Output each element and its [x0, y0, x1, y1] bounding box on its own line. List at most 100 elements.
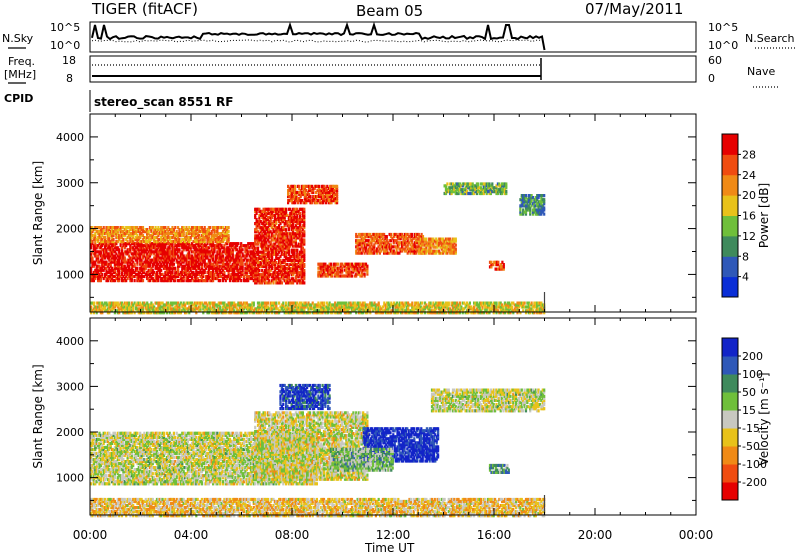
cpid-label: CPID: [4, 92, 33, 105]
data-cell: [285, 208, 287, 211]
data-cell: [455, 244, 457, 247]
cpid-value: stereo_scan 8551 RF: [94, 95, 233, 110]
data-cell: [303, 263, 305, 266]
data-cell: [455, 238, 457, 241]
data-cell: [228, 234, 230, 237]
data-cell: [337, 263, 339, 266]
data-cell: [543, 213, 545, 216]
data-cell: [543, 206, 545, 209]
data-cell: [525, 194, 527, 197]
data-cell: [122, 238, 124, 241]
data-cell: [136, 267, 138, 270]
station-title: TIGER (fitACF): [91, 0, 198, 18]
data-cell: [160, 269, 162, 272]
data-cell: [411, 233, 413, 236]
nave-tick-low: 0: [708, 72, 715, 85]
data-cell: [134, 263, 136, 266]
data-cell: [118, 248, 120, 251]
panel-background: [90, 114, 696, 312]
data-cell: [258, 269, 260, 272]
nsearch-trace: [92, 40, 544, 42]
data-cell: [128, 302, 130, 305]
nsky-tick-low: 10^0: [50, 39, 80, 52]
data-cell: [505, 182, 507, 185]
nsky-tick-high: 10^5: [50, 21, 80, 34]
data-cell: [366, 265, 368, 268]
data-cell: [303, 249, 305, 252]
data-cell: [303, 238, 305, 241]
freq-tick-low: 8: [66, 72, 73, 85]
data-cell: [299, 212, 301, 215]
data-cell: [174, 267, 176, 270]
data-cell: [257, 247, 259, 250]
data-cell: [101, 273, 103, 276]
data-cell: [242, 248, 244, 251]
data-cell: [282, 302, 284, 305]
data-cell: [178, 248, 180, 251]
data-cell: [267, 302, 269, 305]
data-cell: [237, 242, 239, 245]
data-cell: [351, 274, 353, 277]
beam-title: Beam 05: [356, 2, 423, 20]
nsky-label: N.Sky: [2, 32, 34, 45]
freq-label-line2: [MHz]: [4, 68, 36, 81]
data-cell: [503, 263, 505, 266]
data-cell: [275, 302, 277, 305]
data-cell: [491, 182, 493, 185]
data-cell: [477, 182, 479, 185]
data-cell: [142, 226, 144, 229]
data-cell: [303, 281, 305, 284]
nsearch-label: N.Search: [745, 32, 795, 45]
nave-label: Nave: [747, 65, 775, 78]
data-cell: [219, 305, 221, 308]
data-cell: [303, 208, 305, 211]
data-cell: [298, 185, 300, 188]
data-cell: [223, 271, 225, 274]
data-cell: [285, 228, 287, 231]
freq-label-line1: Freq.: [8, 55, 35, 68]
data-cell: [336, 185, 338, 188]
data-cell: [240, 279, 242, 282]
data-cell: [390, 233, 392, 236]
data-cell: [204, 226, 206, 229]
nsearch-tick-high: 10^5: [708, 21, 738, 34]
freq-strip-frame: [90, 56, 696, 82]
data-cell: [309, 195, 311, 198]
data-cell: [303, 230, 305, 233]
data-cell: [124, 256, 126, 259]
data-cell: [219, 279, 221, 282]
data-cell: [174, 226, 176, 229]
data-cell: [425, 238, 427, 241]
data-cell: [330, 263, 332, 266]
data-cell: [303, 269, 305, 272]
data-cell: [228, 230, 230, 233]
data-cell: [127, 240, 129, 243]
nsearch-tick-low: 10^0: [708, 39, 738, 52]
data-cell: [112, 238, 114, 241]
data-cell: [142, 279, 144, 282]
date-title: 07/May/2011: [585, 0, 683, 18]
data-cell: [296, 249, 298, 252]
data-cell: [228, 226, 230, 229]
data-cell: [318, 185, 320, 188]
data-cell: [278, 302, 280, 305]
data-cell: [173, 263, 175, 266]
data-cell: [281, 281, 283, 284]
data-cell: [364, 273, 366, 276]
data-cell: [93, 302, 95, 305]
data-cell: [386, 235, 388, 238]
freq-tick-high: 18: [62, 54, 76, 67]
data-cell: [543, 194, 545, 197]
data-cell: [294, 185, 296, 188]
data-cell: [497, 261, 499, 264]
data-cell: [91, 256, 93, 259]
data-cell: [253, 302, 255, 305]
data-cell: [505, 190, 507, 193]
data-cell: [543, 198, 545, 201]
data-cell: [446, 182, 448, 185]
nave-tick-high: 60: [708, 54, 722, 67]
data-cell: [134, 279, 136, 282]
